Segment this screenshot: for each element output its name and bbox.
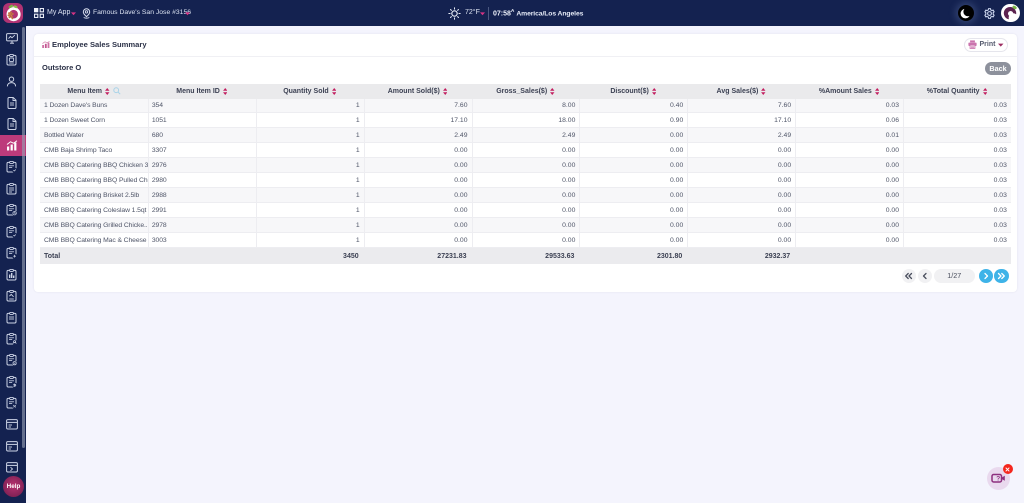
svg-text:?: ?: [996, 475, 1000, 482]
